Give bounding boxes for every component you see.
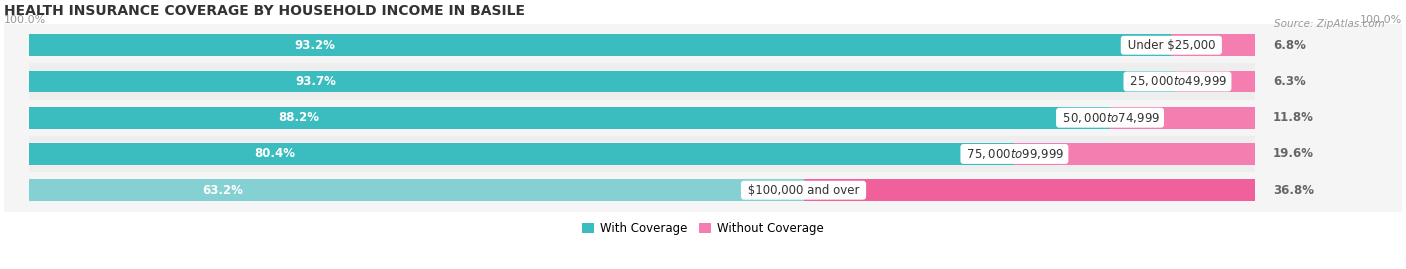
Bar	[28, 143, 1014, 165]
Text: Source: ZipAtlas.com: Source: ZipAtlas.com	[1274, 19, 1385, 29]
Bar	[28, 143, 1254, 165]
Bar	[28, 179, 1254, 201]
Text: 6.3%: 6.3%	[1272, 75, 1306, 88]
Bar	[28, 179, 804, 201]
Bar	[1177, 70, 1254, 92]
Text: $100,000 and over: $100,000 and over	[744, 184, 863, 197]
Bar	[28, 107, 1254, 129]
Text: 88.2%: 88.2%	[278, 111, 319, 124]
Text: 93.2%: 93.2%	[294, 39, 335, 52]
Text: 11.8%: 11.8%	[1272, 111, 1315, 124]
Bar	[28, 172, 1254, 208]
Bar	[28, 63, 1254, 100]
Bar	[28, 34, 1254, 56]
Text: 93.7%: 93.7%	[295, 75, 336, 88]
Text: 100.0%: 100.0%	[1360, 15, 1402, 25]
Text: 80.4%: 80.4%	[254, 147, 295, 160]
Bar	[28, 27, 1254, 63]
Text: Under $25,000: Under $25,000	[1123, 39, 1219, 52]
Text: $75,000 to $99,999: $75,000 to $99,999	[963, 147, 1066, 161]
Text: 19.6%: 19.6%	[1272, 147, 1315, 160]
Text: 36.8%: 36.8%	[1272, 184, 1315, 197]
Text: 6.8%: 6.8%	[1272, 39, 1306, 52]
Bar	[28, 136, 1254, 172]
Legend: With Coverage, Without Coverage: With Coverage, Without Coverage	[578, 218, 828, 240]
Bar	[28, 100, 1254, 136]
Bar	[1111, 107, 1254, 129]
Text: $25,000 to $49,999: $25,000 to $49,999	[1126, 75, 1229, 89]
Text: 63.2%: 63.2%	[202, 184, 243, 197]
Text: 100.0%: 100.0%	[4, 15, 46, 25]
Text: HEALTH INSURANCE COVERAGE BY HOUSEHOLD INCOME IN BASILE: HEALTH INSURANCE COVERAGE BY HOUSEHOLD I…	[4, 4, 526, 18]
Bar	[28, 70, 1177, 92]
Bar	[28, 107, 1111, 129]
Text: $50,000 to $74,999: $50,000 to $74,999	[1059, 111, 1161, 125]
Bar	[28, 34, 1171, 56]
Bar	[28, 70, 1254, 92]
Bar	[804, 179, 1254, 201]
Bar	[1014, 143, 1254, 165]
Bar	[1171, 34, 1254, 56]
